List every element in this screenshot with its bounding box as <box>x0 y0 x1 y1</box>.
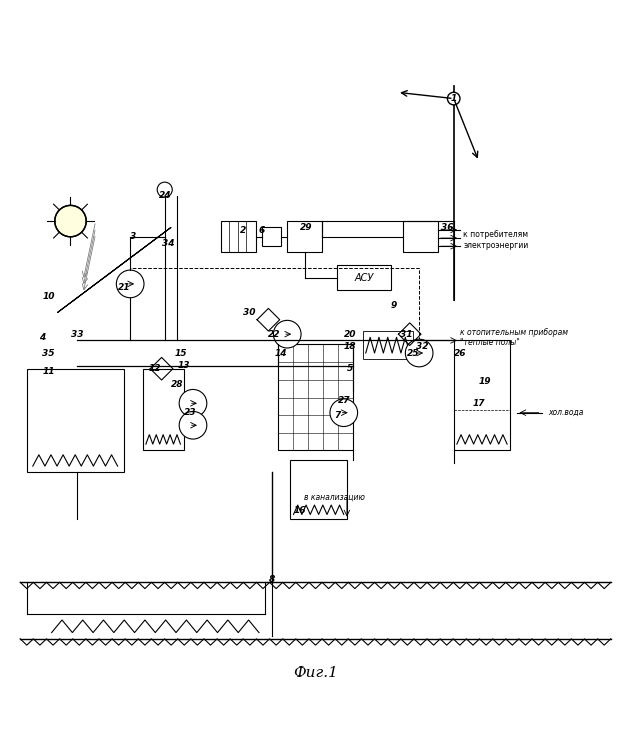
Text: хол.вода: хол.вода <box>548 408 583 417</box>
Bar <box>403 221 438 253</box>
Bar <box>143 369 184 451</box>
Text: 24: 24 <box>158 191 171 200</box>
Text: 29: 29 <box>300 223 312 232</box>
Circle shape <box>447 92 460 105</box>
Circle shape <box>330 399 358 427</box>
Bar <box>262 227 281 246</box>
Text: к потребителям
электроэнергии: к потребителям электроэнергии <box>463 230 528 250</box>
Circle shape <box>116 270 144 298</box>
Text: 30: 30 <box>244 308 256 316</box>
Bar <box>290 460 347 520</box>
Text: 15: 15 <box>174 349 187 358</box>
Text: 7: 7 <box>334 411 341 420</box>
Text: 19: 19 <box>479 376 492 386</box>
Text: 8: 8 <box>268 574 274 584</box>
Text: 16: 16 <box>293 506 306 515</box>
Circle shape <box>179 412 207 439</box>
Text: 26: 26 <box>454 349 466 358</box>
Text: 3: 3 <box>130 232 136 242</box>
Text: 35: 35 <box>42 349 55 358</box>
Text: 21: 21 <box>117 283 130 292</box>
Text: 20: 20 <box>344 330 357 339</box>
Text: 9: 9 <box>391 302 397 310</box>
Text: в канализацию: в канализацию <box>304 493 365 502</box>
Bar <box>27 369 124 472</box>
Text: 12: 12 <box>149 364 162 374</box>
Text: 27: 27 <box>338 396 350 405</box>
Text: 4: 4 <box>39 333 45 342</box>
Circle shape <box>273 320 301 348</box>
Text: Фиг.1: Фиг.1 <box>293 667 338 680</box>
Text: 32: 32 <box>416 342 428 351</box>
Text: 25: 25 <box>406 349 419 358</box>
Text: 2: 2 <box>240 226 246 235</box>
Bar <box>221 221 256 253</box>
Text: 14: 14 <box>274 349 287 358</box>
Text: 13: 13 <box>177 361 190 370</box>
Bar <box>454 340 510 451</box>
Bar <box>130 268 419 340</box>
Bar <box>363 331 413 359</box>
Text: 33: 33 <box>71 330 83 339</box>
Text: 5: 5 <box>347 364 353 374</box>
Circle shape <box>55 206 86 237</box>
Text: 18: 18 <box>344 342 357 351</box>
Text: АСУ: АСУ <box>355 273 374 283</box>
Circle shape <box>157 182 172 197</box>
Text: к отопительным приборам
"теплые полы": к отопительным приборам "теплые полы" <box>460 328 568 347</box>
Text: 10: 10 <box>42 292 55 301</box>
Text: 6: 6 <box>259 226 265 235</box>
Bar <box>338 265 391 290</box>
Circle shape <box>405 339 433 367</box>
Bar <box>278 344 353 451</box>
Text: 31: 31 <box>400 330 413 339</box>
Text: 23: 23 <box>184 408 196 417</box>
Text: 1: 1 <box>451 94 457 103</box>
Text: 11: 11 <box>42 368 55 376</box>
Bar <box>287 221 322 253</box>
Text: 34: 34 <box>162 238 174 248</box>
Text: 22: 22 <box>268 330 281 339</box>
Text: 36: 36 <box>441 223 454 232</box>
Circle shape <box>179 389 207 417</box>
Text: 17: 17 <box>473 399 485 408</box>
Text: 28: 28 <box>171 380 184 389</box>
